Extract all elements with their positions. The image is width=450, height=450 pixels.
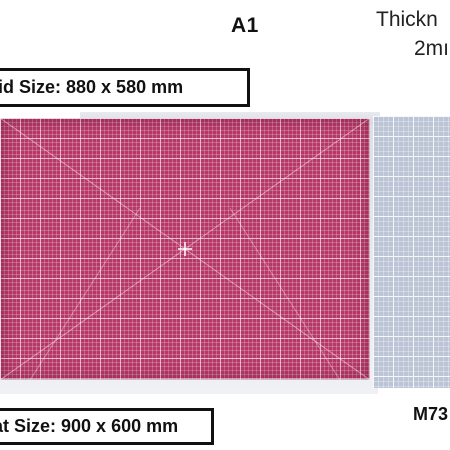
grid-size-label: rid Size: 880 x 580 mm (0, 77, 184, 97)
grid-size-box: rid Size: 880 x 580 mm (0, 68, 250, 107)
mat-size-box: at Size: 900 x 600 mm (0, 408, 214, 445)
thickness-label-line2: 2mı (414, 37, 450, 60)
pink-cutting-mat (0, 118, 370, 380)
product-size-title: A1 (231, 14, 259, 37)
thickness-label: Thickn 2mı (376, 5, 450, 63)
model-code: M73 (413, 404, 449, 424)
mat-size-label: at Size: 900 x 600 mm (0, 416, 179, 436)
mat-diagonal-guides (0, 118, 370, 380)
grey-cutting-mat (373, 116, 450, 388)
thickness-label-line1: Thickn (376, 8, 438, 31)
mat-photo (0, 112, 450, 394)
